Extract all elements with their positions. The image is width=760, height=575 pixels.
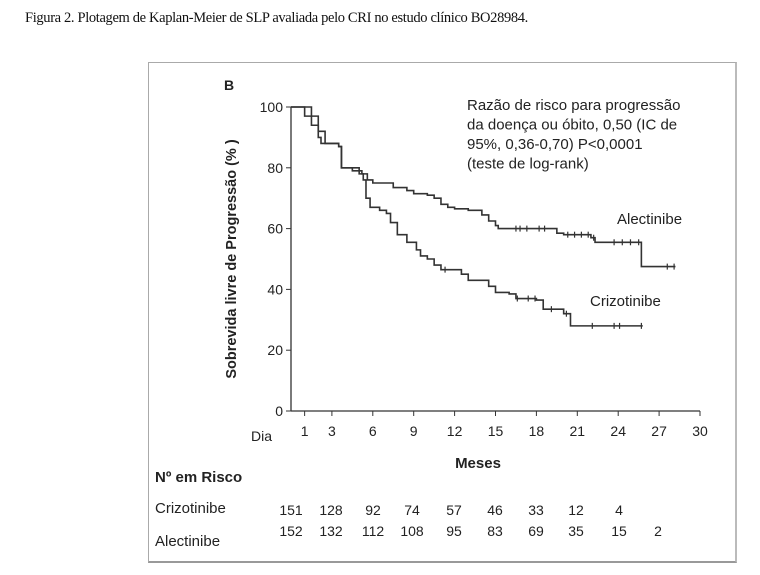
risk-value: 2 — [654, 523, 662, 539]
y-tick-label: 20 — [267, 342, 283, 358]
y-tick-label: 0 — [275, 403, 283, 419]
panel-label: B — [224, 77, 234, 93]
risk-value: 46 — [487, 502, 503, 518]
risk-value: 15 — [611, 523, 627, 539]
x-tick-label: 9 — [410, 423, 418, 439]
chart-frame — [148, 62, 737, 563]
risk-value: 57 — [446, 502, 462, 518]
y-tick-label: 100 — [260, 99, 284, 115]
annotation-line: da doença ou óbito, 0,50 (IC de — [467, 117, 677, 134]
risk-value: 74 — [404, 502, 420, 518]
risk-value: 12 — [568, 502, 584, 518]
risk-value: 112 — [362, 523, 385, 539]
y-tick-label: 60 — [267, 221, 283, 237]
y-axis-title: Sobrevida livre de Progressão (% ) — [224, 139, 240, 379]
risk-value: 151 — [279, 502, 303, 518]
annotation-line: (teste de log-rank) — [467, 156, 589, 173]
x-tick-label: 1 — [301, 423, 309, 439]
risk-value: 132 — [319, 523, 343, 539]
risk-value: 33 — [528, 502, 544, 518]
x-tick-label: 3 — [328, 423, 336, 439]
series-line-crizotinibe — [291, 106, 643, 327]
risk-value: 69 — [528, 523, 544, 539]
x-tick-label: 27 — [651, 423, 667, 439]
y-tick-label: 80 — [267, 160, 283, 176]
x-tick-label: 21 — [570, 423, 586, 439]
risk-value: 128 — [319, 502, 343, 518]
risk-value: 83 — [487, 523, 503, 539]
x-axis-title: Meses — [455, 455, 501, 472]
figure-caption: Figura 2. Plotagem de Kaplan-Meier de SL… — [25, 10, 528, 26]
series-label: Alectinibe — [617, 211, 682, 228]
series-label: Crizotinibe — [590, 293, 661, 310]
risk-value: 95 — [446, 523, 462, 539]
risk-value: 92 — [365, 502, 381, 518]
y-tick-label: 40 — [267, 281, 283, 297]
risk-row-label: Alectinibe — [155, 533, 220, 550]
risk-value: 152 — [279, 523, 303, 539]
risk-value: 108 — [400, 523, 424, 539]
x-origin-label: Dia — [251, 428, 272, 444]
annotation-line: Razão de risco para progressão — [467, 97, 680, 114]
risk-value: 4 — [615, 502, 623, 518]
risk-row-label: Crizotinibe — [155, 500, 226, 517]
risk-table-title: Nº em Risco — [155, 469, 242, 486]
x-tick-label: 18 — [529, 423, 545, 439]
annotation-line: 95%, 0,36-0,70) P<0,0001 — [467, 136, 643, 153]
x-tick-label: 30 — [692, 423, 708, 439]
risk-value: 35 — [568, 523, 584, 539]
x-tick-label: 24 — [610, 423, 626, 439]
x-tick-label: 15 — [488, 423, 504, 439]
x-tick-label: 12 — [447, 423, 463, 439]
x-tick-label: 6 — [369, 423, 377, 439]
